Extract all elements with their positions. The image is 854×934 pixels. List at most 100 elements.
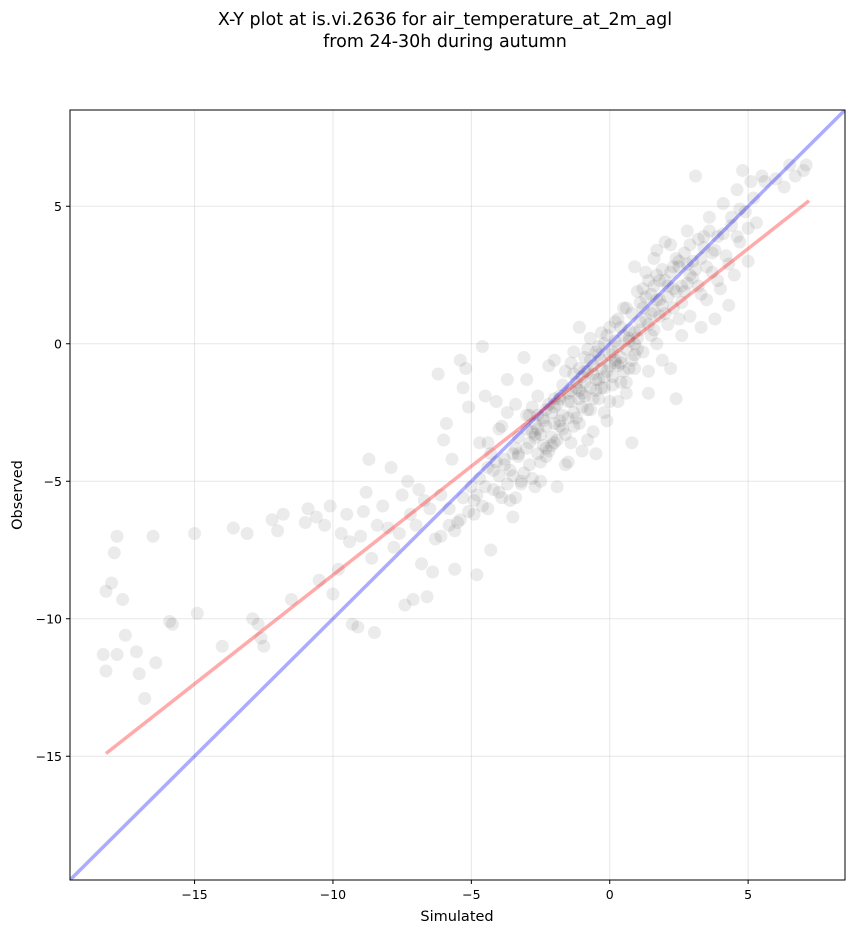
data-point xyxy=(619,386,633,400)
data-point xyxy=(556,378,570,392)
data-point xyxy=(564,395,578,408)
data-point xyxy=(711,230,725,243)
data-point xyxy=(365,551,379,565)
data-point xyxy=(547,400,561,414)
data-point xyxy=(312,573,326,587)
data-point xyxy=(597,406,611,419)
data-point xyxy=(730,230,744,243)
data-point xyxy=(650,337,664,351)
data-point xyxy=(672,260,686,274)
data-point xyxy=(558,428,572,441)
data-point xyxy=(484,543,498,557)
data-point xyxy=(381,521,395,535)
data-point xyxy=(572,384,586,397)
data-point xyxy=(625,436,639,450)
data-point xyxy=(284,593,298,606)
data-point xyxy=(630,342,644,356)
data-point xyxy=(553,414,567,428)
data-point xyxy=(240,527,254,540)
data-point xyxy=(520,408,534,422)
data-point xyxy=(448,524,462,538)
data-point xyxy=(343,535,357,549)
data-point xyxy=(655,353,669,367)
data-point xyxy=(326,587,340,601)
data-point xyxy=(534,428,548,441)
data-point xyxy=(796,164,810,177)
data-point xyxy=(683,309,697,323)
data-point xyxy=(511,447,525,461)
data-point xyxy=(644,329,658,342)
x-axis-ticks: −15 −10 −5 0 5 xyxy=(181,880,752,902)
y-axis-ticks: −15 −10 −5 0 5 xyxy=(36,199,70,764)
data-point xyxy=(572,392,586,406)
data-point xyxy=(511,450,525,463)
data-point xyxy=(603,348,617,362)
data-point xyxy=(539,441,553,455)
data-point xyxy=(110,648,124,661)
data-point xyxy=(395,488,409,502)
data-point xyxy=(694,320,708,334)
data-point xyxy=(625,353,639,367)
data-point xyxy=(578,351,592,364)
data-point xyxy=(653,274,667,287)
data-point xyxy=(597,337,611,351)
data-point xyxy=(733,202,747,216)
data-point xyxy=(545,439,559,452)
data-point xyxy=(619,375,633,389)
data-point xyxy=(481,436,495,450)
data-point xyxy=(567,419,581,433)
y-tick-label: −15 xyxy=(36,749,62,764)
data-point xyxy=(666,282,680,296)
data-point xyxy=(536,439,550,452)
data-point xyxy=(691,232,705,246)
data-point xyxy=(417,494,431,507)
data-point xyxy=(647,279,661,293)
data-point xyxy=(783,158,797,172)
data-point xyxy=(722,298,736,312)
data-point xyxy=(522,408,536,422)
data-point xyxy=(603,320,617,334)
data-point xyxy=(581,403,595,417)
data-point xyxy=(561,386,575,400)
data-point xyxy=(600,329,614,342)
data-point xyxy=(188,527,202,540)
data-point xyxy=(345,617,359,631)
data-point xyxy=(445,452,459,466)
data-point xyxy=(608,356,622,370)
data-point xyxy=(661,318,675,331)
data-point xyxy=(462,400,476,414)
data-point xyxy=(567,345,581,359)
data-point xyxy=(694,252,708,265)
data-point xyxy=(376,499,390,513)
data-point xyxy=(442,502,456,516)
data-point xyxy=(589,447,603,461)
data-point xyxy=(556,408,570,422)
data-point xyxy=(672,254,686,268)
data-point xyxy=(547,417,561,430)
data-point xyxy=(520,422,534,436)
data-point xyxy=(606,378,619,392)
data-point xyxy=(606,345,619,359)
data-point xyxy=(647,323,661,337)
data-point xyxy=(661,279,675,293)
data-point xyxy=(603,395,617,408)
data-point xyxy=(570,411,584,425)
data-point xyxy=(362,452,376,466)
data-point xyxy=(340,507,354,521)
data-point xyxy=(561,455,575,469)
data-point xyxy=(617,301,631,315)
data-point xyxy=(675,296,689,309)
data-point xyxy=(105,576,119,590)
data-point xyxy=(700,260,714,274)
data-point xyxy=(564,356,578,370)
data-point xyxy=(550,480,564,494)
data-point xyxy=(650,293,664,307)
data-point xyxy=(597,370,611,384)
data-point xyxy=(664,238,678,252)
data-point xyxy=(589,345,603,359)
data-point xyxy=(614,356,628,370)
x-tick-label: −5 xyxy=(462,887,480,902)
data-point xyxy=(489,395,503,408)
data-point xyxy=(581,433,595,447)
data-point xyxy=(683,268,697,282)
